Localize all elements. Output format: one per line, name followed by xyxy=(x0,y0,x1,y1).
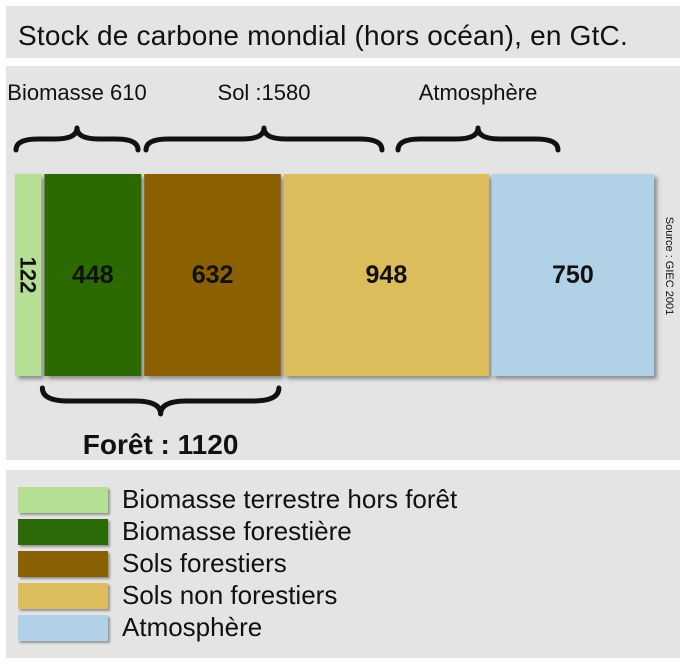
legend-label: Sols non forestiers xyxy=(122,580,338,610)
brace xyxy=(143,125,385,153)
chart-title: Stock de carbone mondial (hors océan), e… xyxy=(18,20,628,51)
group-label: Forêt : 1120 xyxy=(83,429,239,460)
data-label: 122 xyxy=(16,257,41,294)
legend-swatch xyxy=(18,583,108,609)
legend-swatch xyxy=(18,487,108,513)
stacked-bar-chart: 122 448 632 948 750 Biomasse 610 Sol :1580 Atm… xyxy=(7,80,675,460)
bar-segment xyxy=(144,174,281,376)
bar-segment xyxy=(283,174,489,376)
bar-segment xyxy=(44,174,142,376)
group-label: Atmosphère xyxy=(419,80,538,105)
brace xyxy=(39,385,282,417)
data-label: 750 xyxy=(552,261,594,289)
data-label: 632 xyxy=(192,261,234,289)
legend-swatch xyxy=(18,551,108,577)
legend-label: Biomasse forestière xyxy=(122,516,352,546)
legend-label: Sols forestiers xyxy=(122,548,287,578)
group-label: Sol :1580 xyxy=(218,80,311,105)
legend: Biomasse terrestre hors forêt Biomasse f… xyxy=(6,470,680,658)
data-label: 948 xyxy=(366,261,408,289)
brace xyxy=(395,125,561,153)
legend-label: Atmosphère xyxy=(122,612,263,642)
legend-swatch xyxy=(18,519,108,545)
legend-label: Biomasse terrestre hors forêt xyxy=(122,484,458,514)
bar-segment xyxy=(15,174,42,376)
group-label: Biomasse 610 xyxy=(7,80,146,105)
title-band: Stock de carbone mondial (hors océan), e… xyxy=(6,6,680,58)
chart-panel: 122 448 632 948 750 Biomasse 610 Sol :1580 Atm… xyxy=(6,66,680,460)
bar-segment xyxy=(491,174,654,376)
source-label: Source : GIEC 2001 xyxy=(663,217,675,315)
data-label: 448 xyxy=(72,261,114,289)
legend-swatch xyxy=(18,615,108,641)
brace xyxy=(13,125,141,153)
